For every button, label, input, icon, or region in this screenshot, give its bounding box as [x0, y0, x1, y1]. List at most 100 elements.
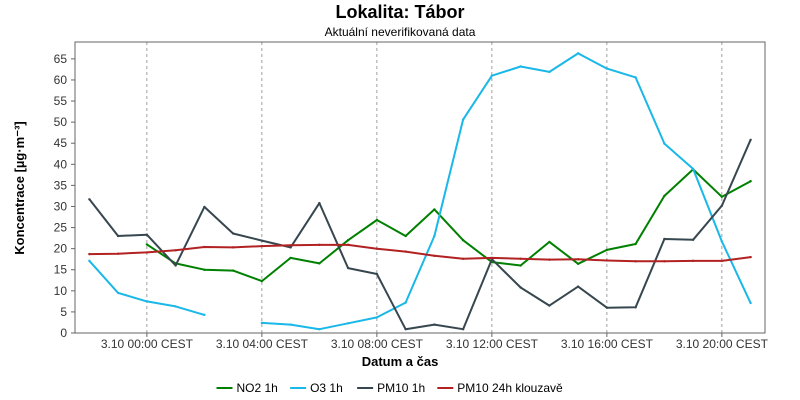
y-tick-label: 25	[54, 221, 68, 235]
data-point	[203, 313, 206, 317]
data-point	[605, 259, 609, 262]
y-tick-label: 65	[54, 52, 68, 66]
data-point	[461, 239, 465, 242]
series-line	[89, 243, 751, 263]
data-point	[433, 234, 436, 238]
data-point	[116, 252, 120, 255]
data-point	[461, 328, 465, 331]
legend-item: PM10 1h	[357, 381, 425, 395]
data-point	[260, 239, 264, 242]
data-point	[174, 249, 177, 252]
data-point	[576, 285, 580, 288]
data-point	[346, 266, 350, 270]
data-point	[749, 179, 752, 183]
series-line	[146, 168, 752, 283]
x-axis-label: Datum a čas	[362, 354, 439, 369]
data-point	[634, 306, 637, 309]
data-point	[404, 234, 407, 238]
data-point	[404, 328, 407, 331]
series-o3-1h	[88, 52, 752, 331]
plot-area	[75, 42, 765, 333]
data-point	[548, 304, 551, 307]
data-point	[231, 269, 235, 272]
data-point	[145, 300, 149, 303]
y-tick-label: 20	[54, 242, 68, 256]
data-point	[116, 291, 120, 295]
data-point	[605, 67, 609, 70]
legend: NO2 1h O3 1h PM10 1h PM10 24h klouzavě	[216, 381, 563, 395]
x-tick-label: 3.10 20:00 CEST	[676, 337, 769, 351]
y-tick-label: 30	[54, 199, 68, 213]
data-point	[318, 201, 321, 205]
data-point	[346, 239, 350, 242]
data-point	[720, 259, 724, 263]
data-point	[691, 238, 695, 241]
data-point	[318, 328, 321, 331]
data-point	[548, 70, 551, 74]
data-point	[145, 251, 149, 254]
chart-subtitle: Aktuální neverifikovaná data	[325, 25, 476, 39]
legend-label: NO2 1h	[237, 381, 278, 395]
x-tick-label: 3.10 04:00 CEST	[216, 337, 309, 351]
data-point	[663, 194, 666, 198]
data-point	[375, 316, 379, 319]
data-point	[346, 322, 350, 325]
data-point	[576, 52, 580, 55]
data-point	[231, 246, 235, 249]
x-tick-label: 3.10 12:00 CEST	[446, 337, 539, 351]
data-point	[461, 257, 465, 260]
data-point	[663, 260, 666, 263]
legend-item: PM10 24h klouzavě	[437, 381, 563, 395]
y-tick-label: 40	[54, 157, 68, 171]
data-point	[346, 243, 350, 247]
data-point	[145, 243, 149, 246]
data-point	[634, 242, 637, 246]
legend-label: PM10 24h klouzavě	[457, 381, 563, 395]
data-point	[605, 306, 609, 309]
data-point	[433, 208, 436, 211]
data-point	[691, 167, 695, 171]
data-point	[548, 258, 551, 261]
data-point	[174, 305, 177, 308]
data-point	[720, 240, 724, 243]
data-point	[576, 262, 580, 266]
legend-item: O3 1h	[290, 381, 343, 395]
plot-border	[74, 41, 766, 334]
data-point	[318, 243, 321, 247]
series-pm10-24h-klouzav-	[88, 243, 752, 263]
data-point	[576, 257, 580, 261]
y-tick-label: 5	[60, 305, 67, 319]
data-point	[749, 301, 752, 305]
data-point	[203, 245, 206, 249]
data-point	[203, 205, 206, 209]
legend-label: O3 1h	[310, 381, 343, 395]
data-point	[203, 268, 206, 271]
series-pm10-1h	[88, 138, 752, 331]
x-tick-label: 3.10 08:00 CEST	[331, 337, 424, 351]
x-tick-label: 3.10 00:00 CEST	[101, 337, 194, 351]
data-point	[490, 256, 494, 260]
data-point	[289, 323, 292, 326]
data-point	[720, 204, 724, 207]
data-point	[663, 142, 666, 145]
y-tick-label: 55	[54, 94, 68, 108]
chart-title: Lokalita: Tábor	[335, 2, 464, 22]
data-point	[634, 260, 637, 263]
y-tick-label: 50	[54, 115, 68, 129]
data-point	[404, 301, 407, 304]
data-point	[519, 286, 522, 289]
x-tick-label: 3.10 16:00 CEST	[561, 337, 654, 351]
data-point	[375, 218, 379, 222]
data-point	[461, 118, 465, 121]
data-point	[519, 257, 522, 260]
data-point	[231, 232, 235, 235]
data-point	[490, 74, 494, 77]
data-point	[289, 256, 292, 260]
data-point	[145, 233, 149, 236]
data-point	[260, 244, 264, 248]
data-point	[375, 272, 379, 276]
data-point	[404, 250, 407, 253]
y-tick-label: 0	[60, 326, 67, 340]
